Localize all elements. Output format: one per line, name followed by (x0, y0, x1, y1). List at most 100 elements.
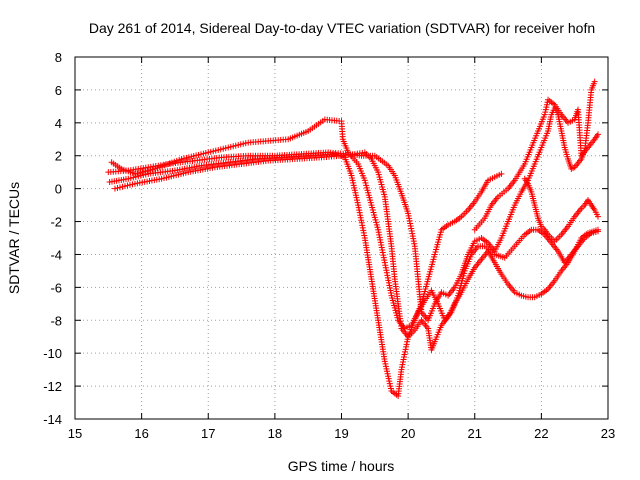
data-point (400, 356, 407, 363)
y-tick-label: 8 (55, 50, 62, 65)
x-tick-label: 20 (401, 426, 415, 441)
data-point (355, 204, 362, 211)
y-axis-label: SDTVAR / TECUs (6, 182, 22, 294)
data-point (387, 290, 394, 297)
data-point (410, 238, 417, 245)
data-point (409, 230, 416, 237)
data-point (378, 244, 385, 251)
data-point (358, 217, 365, 224)
y-tick-label: 0 (55, 182, 62, 197)
data-point (405, 212, 412, 219)
series-track-5 (521, 175, 602, 245)
chart-title: Day 261 of 2014, Sidereal Day-to-day VTE… (89, 20, 595, 36)
grid-lines (75, 57, 608, 419)
data-point (498, 170, 505, 177)
data-point (357, 214, 364, 221)
x-tick-labels: 15 16 17 18 19 20 21 22 23 (68, 426, 615, 441)
data-point (385, 279, 392, 286)
y-tick-labels: -14 -12 -10 -8 -6 -4 -2 0 2 4 6 8 (43, 50, 62, 427)
series-track-6 (471, 96, 602, 233)
y-tick-label: -4 (50, 247, 62, 262)
y-tick-label: -8 (50, 313, 62, 328)
data-point (401, 353, 408, 360)
data-point (378, 241, 385, 248)
x-tick-label: 18 (268, 426, 282, 441)
data-point (411, 240, 418, 247)
data-point (398, 364, 405, 371)
x-tick-label: 15 (68, 426, 82, 441)
data-markers (105, 78, 602, 399)
data-point (385, 277, 392, 284)
y-tick-label: -6 (50, 280, 62, 295)
axis-ticks (74, 56, 609, 420)
data-point (403, 341, 410, 348)
data-point (375, 226, 382, 233)
data-point (399, 361, 406, 368)
data-point (398, 366, 405, 373)
data-point (383, 267, 390, 274)
data-point (405, 210, 412, 217)
data-point (384, 272, 391, 279)
data-point (357, 212, 364, 219)
data-point (356, 207, 363, 214)
data-point (387, 287, 394, 294)
data-point (408, 225, 415, 232)
data-point (400, 359, 406, 366)
data-point (358, 219, 365, 226)
y-tick-label: 6 (55, 83, 62, 98)
series-track-3 (111, 149, 602, 353)
data-point (380, 252, 387, 259)
data-point (404, 336, 411, 343)
data-point (376, 234, 383, 241)
x-tick-label: 17 (201, 426, 215, 441)
data-point (380, 254, 387, 261)
data-point (361, 232, 368, 239)
x-tick-label: 22 (534, 426, 548, 441)
data-point (403, 343, 410, 350)
y-tick-label: -14 (43, 412, 62, 427)
data-point (410, 235, 417, 242)
data-point (401, 351, 408, 358)
data-point (359, 224, 366, 231)
data-point (406, 217, 413, 224)
data-point (404, 338, 411, 345)
y-tick-label: 2 (55, 149, 62, 164)
x-tick-label: 16 (134, 426, 148, 441)
y-tick-label: -2 (50, 215, 62, 230)
data-point (377, 239, 384, 246)
data-point (407, 222, 414, 229)
y-tick-label: -10 (43, 346, 62, 361)
data-point (376, 231, 383, 238)
data-point (379, 247, 386, 254)
series-track-4 (105, 78, 598, 324)
data-point (409, 233, 416, 240)
data-point (595, 226, 602, 233)
series-track-2 (108, 116, 602, 332)
data-point (360, 227, 367, 234)
data-point (377, 236, 384, 243)
data-point (382, 262, 389, 269)
data-point (381, 257, 388, 264)
data-point (355, 202, 362, 209)
y-tick-label: -12 (43, 379, 62, 394)
data-point (595, 131, 602, 138)
x-tick-label: 21 (468, 426, 482, 441)
data-point (383, 269, 390, 276)
data-point (356, 209, 363, 216)
data-point (406, 215, 413, 222)
y-tick-label: 4 (55, 116, 62, 131)
data-point (359, 222, 366, 229)
data-point (381, 259, 388, 266)
data-point (402, 346, 409, 353)
data-point (375, 229, 382, 236)
data-point (382, 264, 389, 271)
data-point (407, 220, 414, 227)
data-point (408, 228, 415, 235)
series-track-1 (106, 151, 505, 399)
data-point (360, 229, 367, 236)
x-tick-label: 23 (601, 426, 615, 441)
data-point (386, 284, 393, 291)
x-axis-label: GPS time / hours (288, 458, 395, 474)
data-point (384, 274, 391, 281)
